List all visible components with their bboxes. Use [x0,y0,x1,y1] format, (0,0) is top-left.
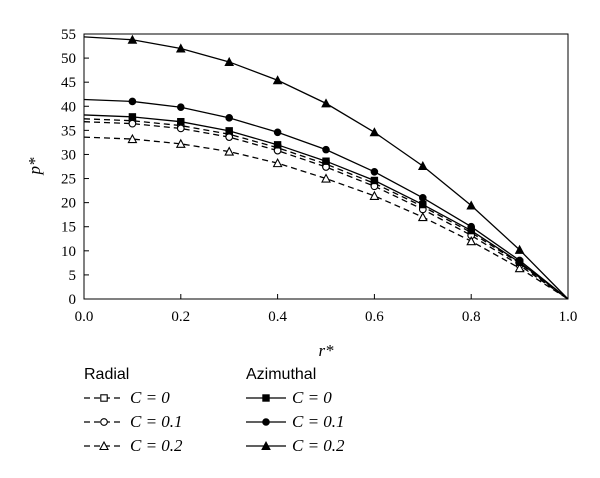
series-line-1 [83,121,569,300]
series-1-point-3 [225,133,234,141]
series-3-point-4 [273,141,282,149]
plot-area [83,33,569,300]
legend-swatch-azimuthal-c01 [246,418,286,426]
legend-swatch-azimuthal-c02 [246,440,286,450]
legend-label-azimuthal-c0: C = 0 [292,388,332,407]
y-tick-label-9: 45 [61,75,76,91]
y-tick-label-10: 50 [61,51,76,67]
legend-item-radial-c01: C = 0.1 [84,410,183,434]
legend-label-azimuthal-c02: C = 0.2 [292,436,345,455]
legend: Radial C = 0 C = 0.1 C = 0.2 Azimuthal [84,364,444,464]
chart: 0.0 0.2 0.4 0.6 0.8 1.0 0 5 10 15 20 25 30 35 40 45 50 55… [25,27,577,360]
series-line-2 [83,136,569,300]
series-2-point-4 [272,157,283,168]
series-3-point-5 [322,157,330,165]
series-layer [83,34,569,300]
ticks: 0.0 0.2 0.4 0.6 0.8 1.0 0 5 10 15 20 25 30 35 40 45 50 55 [61,27,577,325]
x-tick-label-3: 0.6 [365,309,384,325]
series-2 [83,133,569,300]
series-0 [83,116,569,300]
y-tick-label-4: 20 [61,196,76,212]
legend-title-radial: Radial [84,366,130,383]
x-tick-label-4: 0.8 [462,309,481,325]
legend-title-azimuthal: Azimuthal [246,366,317,383]
x-axis-label: r* [318,341,334,360]
series-4-point-8 [467,222,476,231]
y-tick-label-5: 25 [61,172,76,188]
x-tick-label-0: 0.0 [75,309,94,325]
legend-label-azimuthal-c01: C = 0.1 [292,412,345,431]
series-line-3 [83,114,569,300]
series-4-point-2 [177,103,185,112]
series-5 [83,34,569,300]
series-1-point-1 [128,119,137,128]
legend-label-radial-c0: C = 0 [130,388,170,407]
series-4-point-5 [322,145,330,154]
y-tick-label-11: 55 [61,27,76,43]
series-5-point-8 [466,200,477,210]
series-3-point-2 [177,117,185,126]
y-tick-label-2: 10 [61,244,76,260]
legend-swatch-radial-c0 [84,394,124,402]
series-5-point-5 [321,98,331,108]
series-4-point-3 [225,114,233,122]
y-tick-label-6: 30 [61,147,76,163]
series-4-point-7 [419,194,427,202]
x-tick-label-1: 0.2 [171,309,190,325]
legend-swatch-radial-c02 [84,440,124,451]
legend-item-radial-c0: C = 0 [84,386,183,410]
series-2-point-3 [224,146,235,156]
series-4 [83,97,569,300]
legend-item-azimuthal-c02: C = 0.2 [246,434,345,458]
y-tick-label-1: 5 [69,268,77,284]
series-3-point-6 [370,176,379,185]
series-line-0 [83,118,569,300]
series-3-point-1 [128,113,137,121]
y-tick-label-8: 40 [61,99,76,115]
x-tick-label-2: 0.4 [268,309,287,325]
series-2-point-7 [417,211,428,222]
legend-group-radial: Radial C = 0 C = 0.1 C = 0.2 [84,364,183,458]
y-axis-label: p* [25,157,44,176]
series-2-point-6 [369,190,380,200]
series-5-point-7 [417,160,428,171]
legend-item-azimuthal-c0: C = 0 [246,386,345,410]
series-4-point-1 [128,97,137,106]
series-5-point-6 [369,127,380,137]
series-2-point-5 [321,173,331,183]
y-tick-label-3: 15 [61,220,76,236]
legend-swatch-radial-c01 [84,418,124,426]
series-3-point-7 [419,200,427,209]
legend-label-radial-c01: C = 0.1 [130,412,183,431]
y-tick-label-0: 0 [69,292,77,308]
series-2-point-8 [466,236,477,246]
series-1-point-2 [176,124,185,133]
series-5-point-4 [272,75,283,85]
series-5-point-9 [514,244,525,254]
series-line-4 [83,98,569,300]
series-4-point-6 [370,168,379,176]
series-5-point-2 [175,43,186,53]
series-2-point-1 [127,133,138,144]
legend-swatch-azimuthal-c0 [246,394,286,402]
series-3-point-3 [225,127,233,135]
legend-item-radial-c02: C = 0.2 [84,434,183,458]
series-4-point-4 [273,128,282,137]
series-2-point-2 [175,138,186,148]
legend-group-azimuthal: Azimuthal C = 0 C = 0.1 C = 0.2 [246,364,345,458]
legend-label-radial-c02: C = 0.2 [130,436,183,455]
legend-item-azimuthal-c01: C = 0.1 [246,410,345,434]
x-tick-label-5: 1.0 [559,309,578,325]
series-4-point-9 [515,256,524,265]
y-tick-label-7: 35 [61,123,76,139]
series-5-point-1 [127,34,138,44]
series-5-point-3 [224,56,235,66]
series-2-point-9 [514,262,525,273]
